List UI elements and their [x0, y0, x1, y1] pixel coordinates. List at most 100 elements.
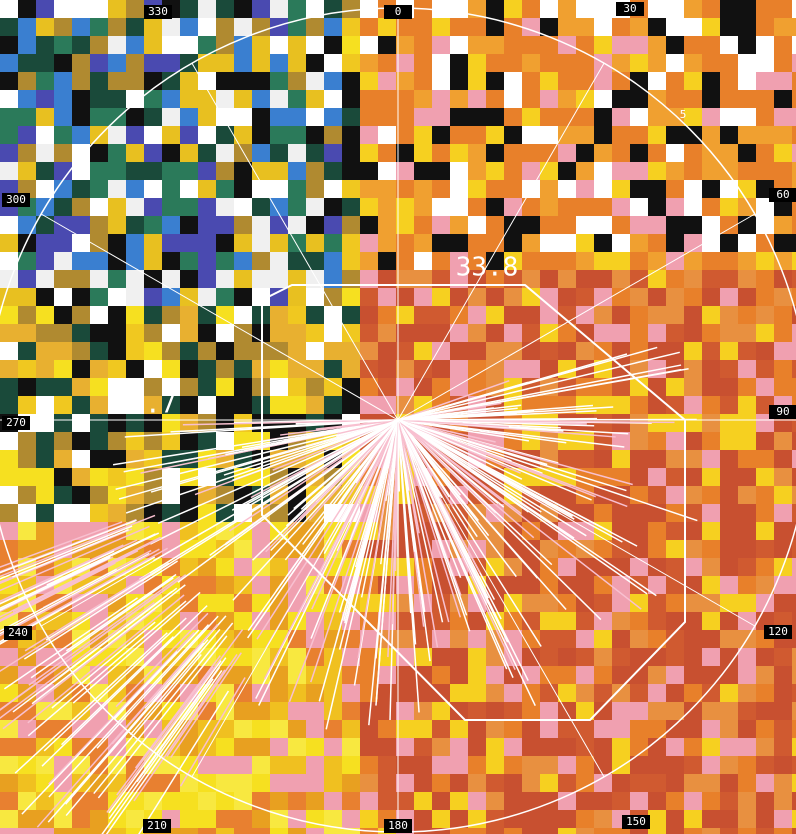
radar-cell — [666, 288, 684, 306]
radar-cell — [684, 540, 702, 558]
radar-cell — [648, 252, 666, 270]
spoke — [0, 574, 187, 712]
radar-cell — [252, 558, 270, 576]
radar-cell — [162, 72, 180, 90]
radar-cell — [18, 360, 36, 378]
radar-cell — [504, 54, 522, 72]
radar-cell — [360, 810, 378, 828]
radar-cell — [234, 558, 252, 576]
radar-cell — [162, 270, 180, 288]
radar-cell — [612, 756, 630, 774]
radar-cell — [486, 738, 504, 756]
radar-cell — [756, 90, 774, 108]
radar-cell — [144, 630, 162, 648]
radar-cell — [288, 576, 306, 594]
radar-cell — [774, 576, 792, 594]
radar-cell — [576, 198, 594, 216]
radar-cell — [90, 324, 108, 342]
radar-cell — [108, 162, 126, 180]
radar-cell — [486, 324, 504, 342]
radar-cell — [504, 234, 522, 252]
radar-cell — [180, 360, 198, 378]
radar-cell — [720, 756, 738, 774]
radar-cell — [450, 126, 468, 144]
radar-cell — [720, 666, 738, 684]
radar-cell — [522, 126, 540, 144]
label-box — [769, 188, 796, 202]
radar-cell — [684, 738, 702, 756]
radar-cell — [270, 18, 288, 36]
radar-cell — [198, 828, 216, 834]
radar-cell — [756, 270, 774, 288]
radar-cell — [180, 108, 198, 126]
radar-cell — [36, 36, 54, 54]
range-label: 5 — [680, 108, 687, 121]
radar-cell — [306, 828, 324, 834]
radar-cell — [702, 738, 720, 756]
radar-cell — [756, 756, 774, 774]
radar-cell — [360, 90, 378, 108]
radar-cell — [666, 450, 684, 468]
radar-cell — [720, 594, 738, 612]
radar-cell — [792, 504, 796, 522]
radar-cell — [342, 216, 360, 234]
radar-cell — [162, 198, 180, 216]
radar-cell — [630, 666, 648, 684]
radar-cell — [144, 18, 162, 36]
radar-cell — [378, 360, 396, 378]
radar-cell — [90, 18, 108, 36]
radar-cell — [288, 630, 306, 648]
radar-cell — [126, 126, 144, 144]
radar-cell — [270, 54, 288, 72]
spoke — [97, 635, 228, 799]
radar-cell — [342, 306, 360, 324]
radar-cell — [72, 738, 90, 756]
radar-cell — [54, 504, 72, 522]
spoke — [106, 629, 244, 813]
radar-cell — [792, 720, 796, 738]
radar-cell — [108, 36, 126, 54]
radar-cell — [72, 216, 90, 234]
radar-cell — [342, 36, 360, 54]
radar-cell — [702, 756, 720, 774]
radar-cell — [72, 126, 90, 144]
radar-cell — [684, 414, 702, 432]
radar-cell — [252, 540, 270, 558]
radar-cell — [126, 18, 144, 36]
radar-cell — [252, 630, 270, 648]
radar-cell — [576, 666, 594, 684]
radar-cell — [288, 0, 306, 18]
radar-cell — [522, 810, 540, 828]
radar-cell — [792, 288, 796, 306]
radar-cell — [36, 702, 54, 720]
radar-cell — [306, 738, 324, 756]
radar-cell — [612, 612, 630, 630]
spoke — [338, 419, 399, 613]
radar-cell — [684, 576, 702, 594]
label-box — [2, 193, 30, 207]
spoke — [12, 537, 162, 613]
radar-cell — [774, 666, 792, 684]
radar-cell — [216, 234, 234, 252]
radar-cell — [270, 0, 288, 18]
radar-cell — [486, 72, 504, 90]
radar-cell — [684, 756, 702, 774]
radar-cell — [558, 270, 576, 288]
radar-cell — [216, 594, 234, 612]
radar-cell — [306, 306, 324, 324]
radar-cell — [180, 234, 198, 252]
radar-cell — [72, 324, 90, 342]
radar-cell — [720, 180, 738, 198]
spoke — [360, 419, 399, 598]
radar-cell — [720, 216, 738, 234]
radar-cell — [234, 108, 252, 126]
radar-cell — [792, 306, 796, 324]
spoke — [280, 419, 399, 436]
radar-cell — [324, 0, 342, 18]
radar-cell — [198, 702, 216, 720]
radar-cell — [486, 792, 504, 810]
radar-cell — [72, 828, 90, 834]
spoke — [229, 419, 399, 532]
radar-cell — [306, 234, 324, 252]
radar-cell — [270, 36, 288, 54]
